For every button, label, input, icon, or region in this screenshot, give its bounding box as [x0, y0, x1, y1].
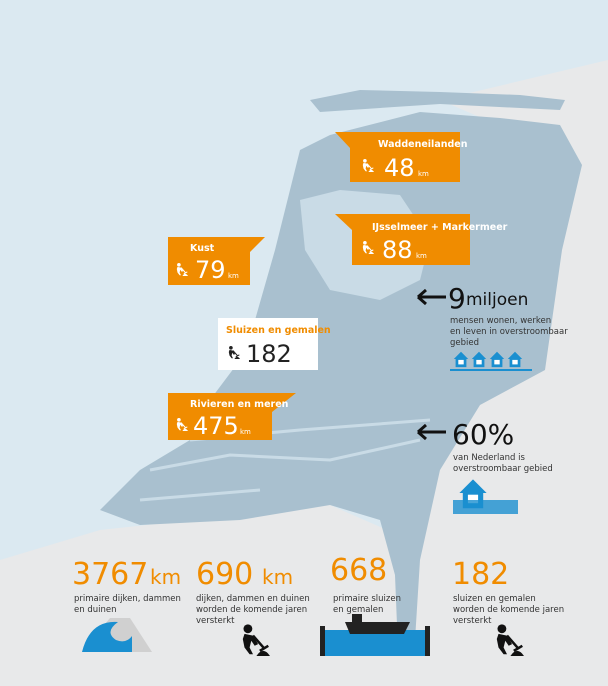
stat-value: 690	[196, 557, 253, 592]
wadden-islands	[310, 90, 565, 112]
fact-value: 60%	[452, 418, 514, 451]
stat-locks: 668 primaire sluizen en gemalen	[320, 553, 430, 656]
stat-text: en duinen	[74, 605, 116, 615]
callout-value: 79	[195, 256, 226, 284]
stat-text: versterkt	[453, 616, 492, 626]
fact-population: 9 miljoen mensen wonen, werken en leven …	[417, 282, 568, 371]
callout-value: 88	[382, 236, 413, 264]
callout-label: Sluizen en gemalen	[226, 325, 331, 336]
fact-value: 9	[448, 282, 466, 315]
fact-text: mensen wonen, werken	[450, 316, 551, 326]
callout-value: 48	[384, 154, 415, 182]
stat-text: primaire dijken, dammen	[74, 594, 181, 604]
stat-unit: km	[150, 565, 181, 589]
stat-dikes: 3767 km primaire dijken, dammen en duine…	[72, 557, 181, 652]
fact-area: 60% van Nederland is overstroombaar gebi…	[417, 418, 553, 514]
callout-rivieren: Rivieren en meren 475 km	[168, 393, 296, 440]
stat-unit: km	[262, 565, 293, 589]
callout-unit: km	[228, 272, 239, 280]
callout-kust: Kust 79 km	[168, 237, 265, 285]
stat-text: worden de komende jaren	[453, 605, 564, 615]
fact-text: gebied	[450, 338, 479, 348]
stat-text: en gemalen	[333, 605, 383, 615]
fact-text: overstroombaar gebied	[453, 464, 553, 474]
callout-sluizen: Sluizen en gemalen 182	[218, 318, 331, 370]
stat-reinforce-dikes: 690 km dijken, dammen en duinen worden d…	[196, 557, 310, 656]
callout-waddeneilanden: Waddeneilanden 48 km	[335, 132, 468, 182]
stat-value: 668	[330, 553, 387, 588]
callout-ijsselmeer: IJsselmeer + Markermeer 88 km	[335, 214, 508, 265]
callout-unit: km	[240, 428, 251, 436]
fact-text: en leven in overstroombaar	[450, 327, 568, 337]
stat-text: dijken, dammen en duinen	[196, 594, 310, 604]
callout-label: Rivieren en meren	[190, 399, 289, 410]
stat-reinforce-locks: 182 sluizen en gemalen worden de komende…	[452, 557, 564, 656]
callout-value: 182	[246, 340, 292, 368]
neighbouring-land	[0, 60, 608, 686]
stat-text: sluizen en gemalen	[453, 594, 536, 604]
callout-unit: km	[416, 252, 427, 260]
callout-value: 475	[193, 412, 239, 440]
callout-label: Kust	[190, 243, 215, 254]
callout-label: IJsselmeer + Markermeer	[372, 222, 508, 233]
callout-label: Waddeneilanden	[378, 139, 468, 150]
fact-unit: miljoen	[466, 290, 528, 310]
stat-value: 3767	[72, 557, 148, 592]
stat-text: worden de komende jaren	[196, 605, 307, 615]
fact-text: van Nederland is	[453, 453, 525, 463]
stat-text: versterkt	[196, 616, 235, 626]
stat-value: 182	[452, 557, 509, 592]
stat-text: primaire sluizen	[333, 594, 401, 604]
callout-unit: km	[418, 170, 429, 178]
